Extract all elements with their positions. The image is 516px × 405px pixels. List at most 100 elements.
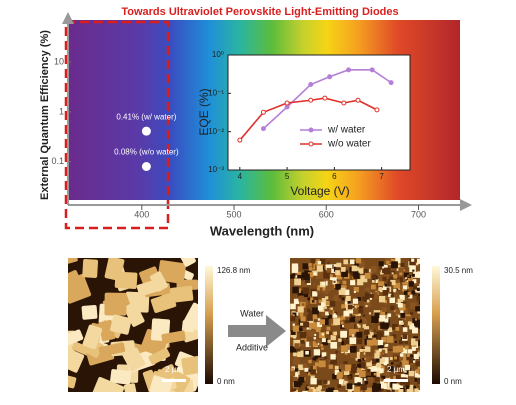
grain: [350, 351, 357, 358]
grain: [321, 333, 324, 336]
grain: [414, 370, 420, 378]
grain: [415, 361, 420, 367]
inset-plot: [227, 54, 411, 171]
grain: [329, 277, 337, 285]
grain: [397, 298, 403, 305]
grain: [323, 382, 327, 386]
grain: [148, 347, 171, 365]
grain: [380, 322, 387, 329]
grain: [405, 277, 408, 280]
grain: [317, 342, 320, 345]
grain: [400, 321, 404, 325]
grain: [378, 349, 385, 355]
grain: [351, 334, 355, 337]
grain: [395, 375, 401, 380]
grain: [334, 369, 340, 376]
grain: [372, 339, 378, 346]
grain: [355, 258, 362, 264]
grain: [402, 334, 408, 339]
legend-label: w/ water: [327, 125, 366, 136]
grain: [325, 311, 330, 316]
grain: [354, 261, 359, 267]
grain: [333, 331, 338, 336]
grain: [384, 283, 388, 287]
grain: [379, 358, 386, 364]
grain: [356, 331, 363, 338]
grain: [311, 387, 315, 391]
grain: [398, 389, 404, 392]
grain: [312, 314, 318, 320]
grain: [378, 354, 383, 359]
grain: [362, 357, 366, 361]
grain: [375, 279, 380, 283]
grain: [104, 292, 127, 316]
grain: [413, 353, 419, 359]
grain: [307, 372, 312, 376]
grain: [354, 334, 357, 337]
grain: [349, 326, 352, 329]
grain: [365, 305, 368, 308]
grain: [110, 314, 132, 335]
grain: [326, 380, 330, 385]
grain: [301, 296, 308, 303]
grain: [404, 340, 408, 344]
grain: [362, 350, 365, 353]
grain: [293, 352, 297, 357]
grain: [342, 324, 345, 328]
data-point: [141, 126, 151, 136]
grain: [354, 304, 360, 309]
grain: [354, 376, 361, 384]
grain: [293, 373, 299, 379]
x-tick-label: 5: [285, 172, 290, 181]
grain: [395, 372, 402, 378]
grain: [396, 345, 404, 352]
scale-bars: [162, 379, 408, 382]
grain: [315, 340, 319, 344]
y-tick-label: 10: [54, 56, 64, 66]
grain: [298, 319, 305, 325]
grain: [399, 357, 404, 361]
grain: [330, 357, 337, 365]
grain: [397, 368, 403, 374]
grain: [326, 388, 333, 392]
grain: [386, 336, 394, 343]
grain: [388, 293, 392, 297]
grain: [396, 364, 401, 369]
grain: [357, 324, 361, 328]
grain: [313, 337, 316, 340]
grain: [330, 334, 336, 341]
grain: [308, 263, 312, 267]
grain: [367, 376, 374, 383]
scale-label: 2 µm: [165, 365, 183, 374]
grain: [302, 303, 305, 306]
highlight-box: [64, 20, 170, 230]
grain: [415, 306, 420, 312]
grain: [319, 391, 326, 392]
grain: [414, 388, 419, 392]
grain: [302, 263, 309, 270]
grain: [363, 326, 370, 332]
grain: [378, 295, 386, 303]
y-tick-label: 0.1: [51, 156, 64, 166]
grain: [290, 346, 297, 353]
grain: [161, 330, 186, 344]
data-point: [327, 74, 333, 80]
grain: [383, 267, 391, 275]
data-point: [260, 126, 266, 132]
grain: [343, 261, 350, 268]
grain: [335, 270, 340, 275]
grain: [364, 346, 371, 352]
grain: [392, 334, 397, 339]
grain: [419, 379, 420, 387]
grain: [291, 389, 294, 392]
grain: [400, 310, 404, 314]
grain: [405, 316, 413, 324]
grain: [357, 279, 364, 286]
colorbar-max: 126.8 nm: [217, 266, 251, 275]
grain: [357, 382, 361, 386]
grain: [314, 362, 319, 367]
grain: [362, 324, 367, 328]
grain: [413, 271, 420, 278]
grain: [306, 308, 311, 312]
grain: [359, 376, 366, 383]
